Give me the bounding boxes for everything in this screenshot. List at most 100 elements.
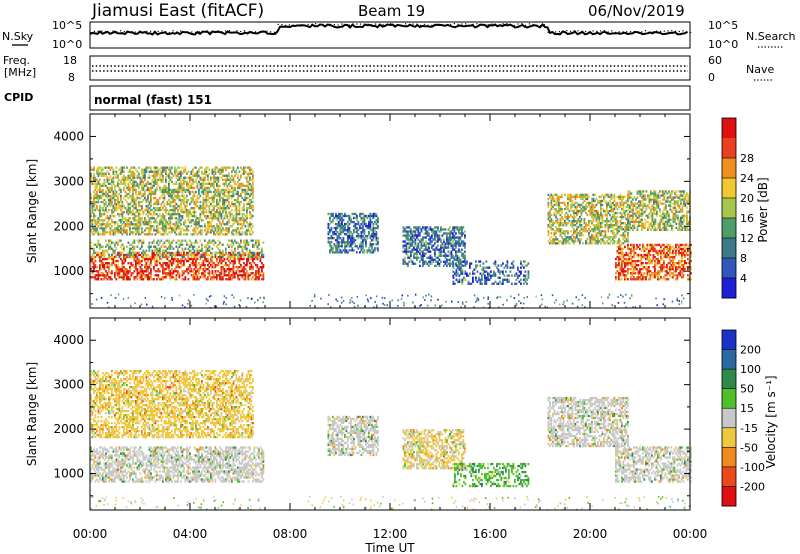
echo-cell [165, 219, 167, 222]
echo-cell [462, 252, 465, 255]
echo-cell [204, 182, 206, 186]
echo-cell [217, 233, 220, 236]
echo-cell [220, 229, 223, 232]
echo-cell [330, 237, 333, 240]
echo-cell [157, 255, 160, 259]
echo-cell [165, 225, 167, 228]
echo-cell [404, 244, 406, 247]
echo-cell [171, 229, 173, 232]
echo-cell [171, 227, 173, 230]
echo-cell [422, 260, 424, 263]
echo-cell [156, 188, 158, 192]
echo-cell [166, 186, 169, 190]
echo-cell [160, 170, 163, 173]
echo-cell [106, 231, 109, 234]
echo-cell [124, 274, 127, 277]
echo-cell [208, 182, 211, 186]
echo-cell [555, 236, 557, 239]
echo-cell [223, 166, 226, 169]
echo-cell [372, 239, 375, 242]
echo-cell [205, 278, 208, 281]
echo-cell [250, 257, 253, 261]
echo-cell [147, 278, 149, 281]
echo-cell [496, 266, 498, 269]
echo-cell [446, 264, 448, 268]
echo-cell [99, 178, 101, 182]
echo-cell [130, 243, 133, 246]
echo-cell [165, 180, 167, 184]
noise-search-point [465, 23, 467, 25]
noise-search-point [172, 30, 174, 32]
echo-cell [156, 241, 158, 244]
echo-cell [181, 215, 184, 218]
echo-cell [408, 240, 411, 243]
echo-cell [112, 215, 115, 218]
echo-cell [123, 211, 125, 214]
echo-cell [168, 188, 170, 192]
echo-cell [157, 200, 160, 204]
echo-cell [438, 230, 441, 233]
noise-search-point [363, 23, 365, 25]
echo-cell [252, 251, 254, 254]
echo-cell [369, 251, 372, 254]
noise-search-point [101, 30, 103, 32]
echo-cell [183, 168, 185, 171]
echo-cell [189, 178, 191, 182]
echo-cell [420, 254, 423, 257]
noise-search-point [498, 24, 500, 27]
echo-cell [150, 188, 152, 192]
echo-cell [568, 242, 571, 245]
echo-cell [524, 276, 527, 279]
echo-cell [458, 268, 461, 271]
echo-cell [130, 178, 133, 182]
echo-cell [139, 180, 142, 184]
echo-cell [168, 180, 170, 184]
echo-cell [437, 236, 439, 239]
echo-cell [222, 255, 224, 259]
echo-cell [446, 260, 448, 263]
echo-cell [481, 282, 483, 285]
echo-cell [234, 170, 236, 173]
echo-cell [417, 244, 420, 247]
echo-cell [190, 233, 193, 236]
echo-cell [204, 225, 206, 228]
echo-cell [243, 190, 245, 194]
echo-cell [426, 246, 429, 249]
echo-cell [553, 199, 556, 203]
echo-cell [247, 241, 250, 244]
echo-cell [428, 234, 430, 237]
echo-cell [350, 218, 352, 222]
echo-cell [115, 204, 118, 208]
echo-cell [506, 262, 509, 265]
noise-search-point [266, 30, 268, 32]
echo-cell [118, 178, 121, 182]
echo-cell [211, 217, 214, 220]
echo-cell [213, 213, 215, 216]
echo-cell [223, 192, 226, 196]
echo-cell [109, 276, 112, 279]
echo-cell [237, 276, 239, 279]
echo-cell [130, 262, 133, 265]
echo-cell [220, 213, 223, 216]
echo-cell [258, 276, 260, 279]
noise-search-point [405, 23, 407, 25]
noise-search-point [431, 24, 433, 26]
echo-cell [363, 239, 366, 242]
echo-cell [458, 244, 460, 247]
echo-cell [517, 268, 519, 271]
echo-cell [431, 258, 433, 261]
echo-cell [162, 207, 164, 210]
echo-cell [244, 215, 247, 218]
echo-cell [336, 218, 339, 222]
echo-cell [262, 264, 265, 267]
power-echo-cells [90, 166, 692, 309]
echo-cell [117, 207, 119, 210]
echo-cell [422, 252, 424, 255]
echo-cell [255, 243, 257, 246]
echo-cell [549, 222, 551, 225]
echo-cell [118, 274, 121, 277]
echo-cell [450, 262, 453, 265]
echo-cell [229, 268, 232, 271]
echo-cell [219, 196, 221, 200]
echo-cell [234, 251, 236, 254]
